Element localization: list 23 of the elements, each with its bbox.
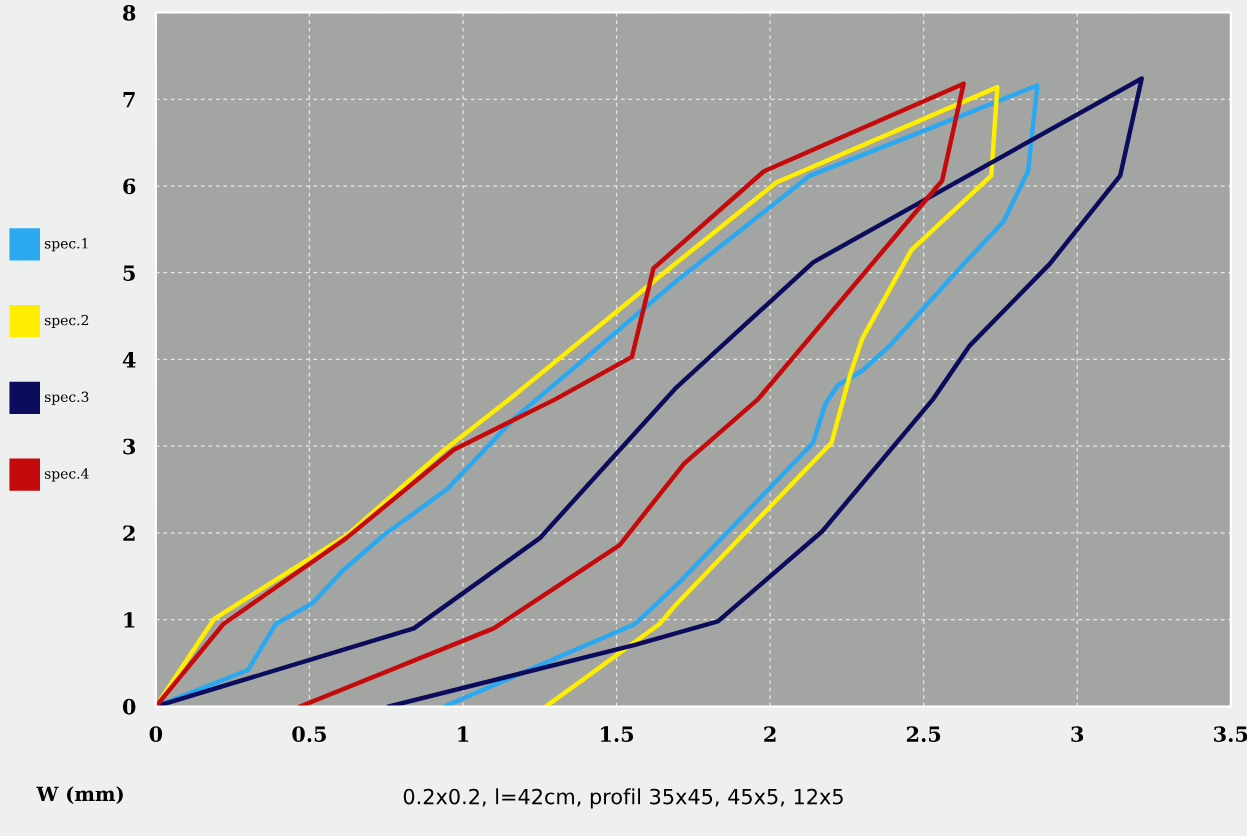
x-tick-label: 3 — [1071, 726, 1084, 742]
y-tick-label: 6 — [123, 178, 136, 195]
y-tick-label: 1 — [124, 612, 135, 628]
y-tick-label: 0 — [122, 698, 136, 715]
legend-label: spec.4 — [44, 468, 89, 482]
legend-label: spec.1 — [44, 238, 88, 252]
x-tick-label: 2.5 — [906, 726, 941, 742]
text: 0.2x0.2, l=42cm, profil 35x45, 45x5, 12x5 — [403, 788, 843, 809]
x-tick-label: 2 — [764, 726, 776, 742]
y-tick-label: 8 — [123, 4, 136, 21]
x-tick-label: 3.5 — [1214, 726, 1247, 742]
x-tick-label: 1.5 — [600, 726, 634, 742]
legend-label: spec.3 — [44, 391, 89, 405]
x-tick-label: 0 — [149, 726, 163, 742]
y-tick-label: 3 — [123, 438, 136, 455]
y-tick-label: 2 — [123, 525, 135, 541]
y-tick-label: 4 — [122, 351, 136, 368]
legend-label: spec.2 — [44, 314, 89, 328]
y-tick-label: 7 — [123, 92, 135, 108]
y-tick-label: 5 — [123, 265, 135, 281]
x-tick-label: 1 — [458, 726, 469, 742]
x-tick-label: 0.5 — [292, 726, 326, 742]
x-axis-title: W (mm) — [36, 786, 123, 805]
